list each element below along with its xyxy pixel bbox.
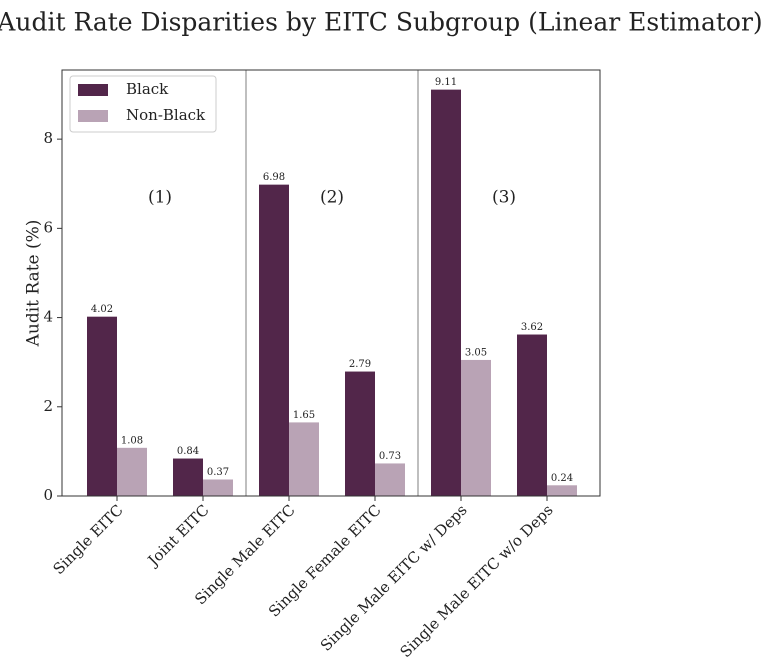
x-tick-label: Single Male EITC w/o Deps — [396, 501, 556, 661]
legend-label: Non-Black — [126, 106, 206, 124]
bar — [547, 485, 577, 496]
value-label: 6.98 — [263, 172, 285, 183]
bar — [259, 184, 289, 496]
value-label: 9.11 — [435, 77, 457, 88]
value-label: 3.05 — [465, 347, 487, 358]
y-axis-label: Audit Rate (%) — [24, 220, 44, 348]
bar — [375, 463, 405, 496]
bar — [87, 316, 117, 496]
bar — [461, 359, 491, 496]
y-tick-label: 6 — [43, 218, 53, 236]
value-label: 1.65 — [293, 410, 315, 421]
bar — [173, 458, 203, 496]
value-label: 1.08 — [121, 435, 143, 446]
group-label: (2) — [320, 188, 344, 208]
value-label: 0.37 — [207, 467, 229, 478]
y-tick-label: 0 — [43, 486, 53, 504]
group-label: (1) — [148, 188, 172, 208]
y-tick-label: 4 — [43, 308, 53, 326]
legend-swatch — [78, 110, 108, 122]
bar — [431, 89, 461, 496]
value-label: 2.79 — [349, 359, 371, 370]
value-label: 3.62 — [521, 322, 543, 333]
plot-frame — [61, 69, 601, 497]
group-label: (3) — [492, 188, 516, 208]
x-tick-label: Joint EITC — [143, 501, 213, 571]
y-tick-label: 2 — [43, 397, 53, 415]
bar — [345, 371, 375, 496]
value-label: 0.73 — [379, 451, 401, 462]
legend-swatch — [78, 84, 108, 96]
bar — [117, 447, 147, 496]
x-tick-label: Single EITC — [49, 501, 126, 578]
bar — [289, 422, 319, 496]
x-tick-label: Single Male EITC w/ Deps — [317, 501, 471, 655]
value-label: 0.24 — [551, 473, 573, 484]
bar — [203, 479, 233, 496]
bar — [517, 334, 547, 496]
value-label: 0.84 — [177, 446, 199, 457]
chart-title: Audit Rate Disparities by EITC Subgroup … — [0, 8, 763, 37]
value-label: 4.02 — [91, 304, 113, 315]
legend-label: Black — [126, 80, 169, 98]
y-tick-label: 8 — [43, 129, 53, 147]
